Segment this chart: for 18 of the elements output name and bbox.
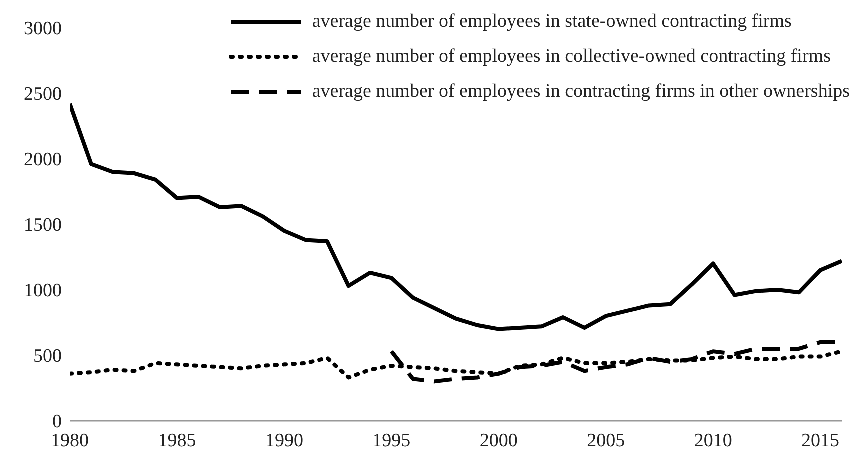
x-tick-label: 1995 bbox=[372, 430, 411, 452]
x-tick-label: 2015 bbox=[802, 430, 840, 452]
x-tick-label: 2010 bbox=[694, 430, 732, 452]
x-tick-label: 2000 bbox=[480, 430, 518, 452]
y-tick-label: 3000 bbox=[24, 18, 62, 40]
legend-label: average number of employees in state-owned contracting firms bbox=[312, 10, 792, 32]
x-tick-label: 2005 bbox=[587, 430, 626, 452]
y-tick-label: 2000 bbox=[24, 150, 62, 171]
x-tick-label: 1990 bbox=[265, 430, 304, 452]
y-tick-label: 1500 bbox=[24, 215, 62, 236]
x-tick-label: 1985 bbox=[158, 430, 196, 452]
y-tick-label: 500 bbox=[34, 346, 62, 368]
y-tick-label: 1000 bbox=[24, 280, 62, 302]
x-tick-label: 1980 bbox=[51, 430, 89, 452]
legend-label: average number of employees in collective-owned contracting firms bbox=[312, 46, 831, 68]
legend-label: average number of employees in contracting firms in other ownerships bbox=[312, 80, 850, 102]
y-tick-label: 2500 bbox=[24, 84, 62, 106]
y-tick-label: 0 bbox=[52, 412, 62, 433]
